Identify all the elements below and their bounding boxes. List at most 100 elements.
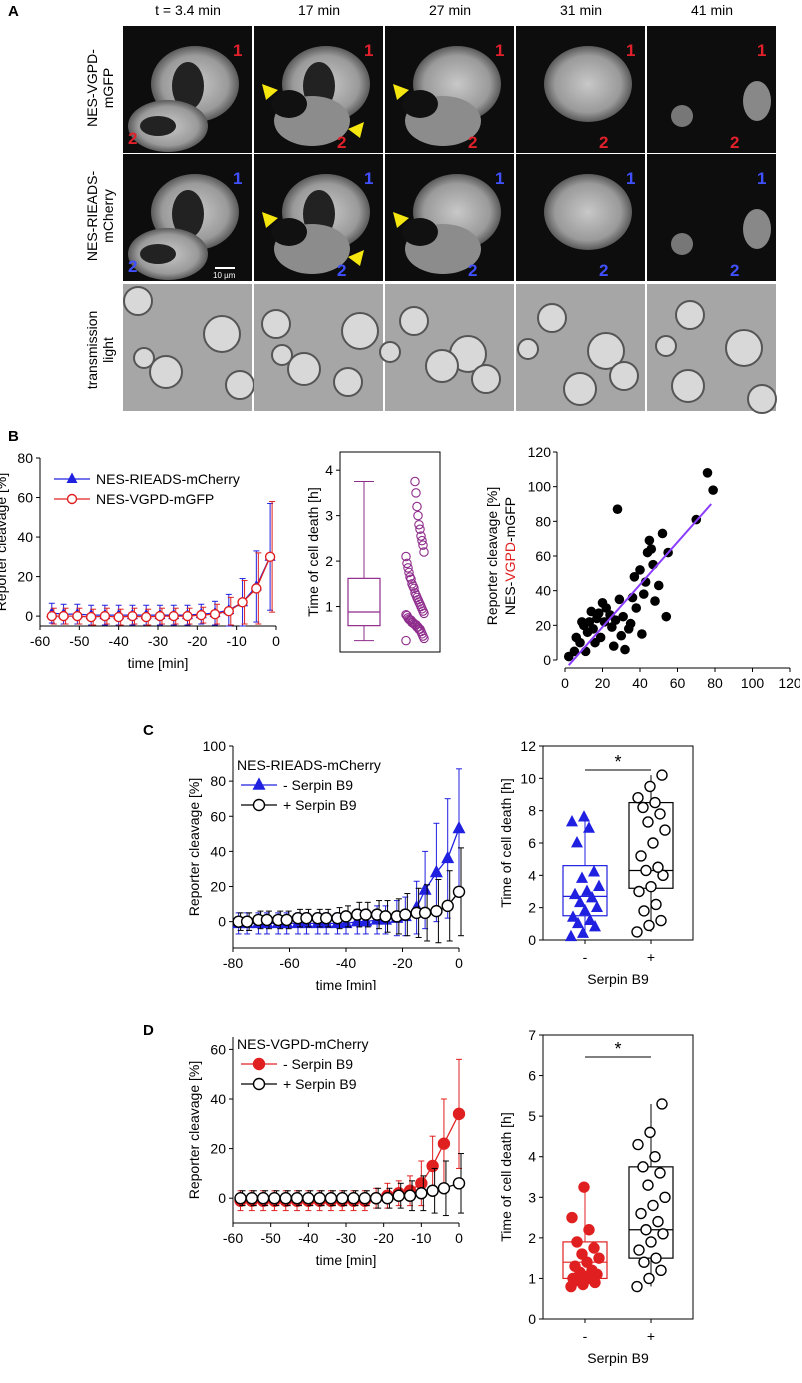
data-point [414, 519, 424, 530]
y-tick-label: 8 [528, 803, 536, 819]
data-point [638, 1256, 650, 1268]
data-point [649, 1151, 661, 1163]
data-point [650, 1252, 662, 1264]
data-point [614, 594, 625, 605]
data-point [656, 1098, 668, 1110]
y-tick-label: 1 [325, 599, 333, 615]
data-point [657, 869, 669, 882]
cell-blob [517, 338, 539, 360]
x-tick-label: 120 [778, 675, 800, 691]
y-tick-label: 3 [325, 508, 333, 524]
x-tick-label: 20 [595, 675, 611, 691]
time-label-1: t = 3.4 min [155, 2, 221, 18]
micrograph-tile: 12 [254, 26, 383, 153]
data-point [637, 629, 647, 639]
y-tick-label: 40 [535, 583, 551, 599]
cell-blob [203, 315, 241, 353]
data-point [599, 617, 610, 627]
data-point [245, 1191, 259, 1205]
box-group-1 [628, 1098, 674, 1293]
data-point [593, 879, 605, 891]
y-tick-label: 0 [528, 932, 536, 948]
x-tick-label: + [647, 949, 655, 965]
data-point [415, 1187, 428, 1200]
plot-frame [542, 745, 694, 941]
cell-number-two: 2 [599, 133, 608, 152]
cell-number-two: 2 [599, 261, 608, 280]
x-tick-label: -30 [148, 633, 168, 649]
y-tick-label: 120 [528, 444, 552, 460]
data-point [392, 1189, 405, 1202]
cell-blob [609, 361, 639, 391]
data-point [399, 908, 412, 921]
y-tick-label: 60 [535, 548, 551, 564]
data-point [565, 929, 577, 942]
x-tick-label: -80 [223, 955, 243, 971]
y-tick-label: 80 [210, 773, 226, 789]
y-tick-label: 0 [25, 608, 33, 624]
data-point [452, 820, 466, 834]
data-point [644, 535, 655, 546]
x-tick-label: 0 [561, 675, 569, 691]
data-point [581, 884, 593, 896]
data-point [588, 624, 598, 634]
micrograph-tile: 12 [254, 154, 383, 281]
data-point [416, 531, 426, 541]
data-point [452, 1107, 466, 1121]
data-point [426, 1159, 439, 1173]
micrograph-tile: 1 2 10 µm [123, 154, 252, 281]
data-point [413, 510, 423, 521]
series-line [240, 1113, 460, 1202]
data-point [419, 547, 429, 557]
legend-title: NES-RIEADS-mCherry [237, 757, 381, 773]
data-point [452, 1177, 466, 1190]
data-point [359, 908, 372, 921]
data-point [401, 609, 411, 620]
y-tick-label: 5 [528, 1108, 536, 1124]
significance-star: * [614, 1039, 621, 1059]
data-point [99, 610, 111, 622]
x-tick-label: 40 [632, 675, 648, 691]
arrowhead-icon [348, 250, 364, 266]
data-point [586, 890, 598, 903]
data-point [430, 904, 443, 918]
data-point [336, 1191, 349, 1205]
data-point [140, 611, 152, 623]
y-tick-label: 60 [210, 1041, 226, 1057]
panel-letter-b: B [8, 428, 19, 445]
box [347, 577, 381, 627]
data-point [644, 1126, 656, 1139]
cell-two-apoptotic [671, 105, 693, 127]
x-axis-title: time [min] [316, 977, 377, 990]
y-tick-label: 40 [210, 1091, 226, 1107]
panel-letter-d: D [143, 1022, 154, 1039]
cell-blob [341, 312, 379, 350]
time-label-4: 31 min [559, 2, 603, 18]
data-point [583, 1224, 595, 1236]
y-tick-label: 40 [210, 843, 226, 859]
data-point [402, 558, 412, 569]
box-group-1 [628, 769, 674, 938]
data-point [659, 1191, 671, 1203]
box-group-0 [562, 1181, 608, 1293]
data-point [237, 597, 248, 608]
data-point [168, 610, 179, 622]
data-point [320, 911, 333, 925]
data-point [404, 567, 414, 578]
legend-marker [252, 1077, 266, 1091]
cell-two-apoptotic [671, 233, 693, 255]
cell-one [544, 46, 632, 122]
y-tick-label: 2 [325, 553, 333, 569]
data-point [268, 1191, 281, 1205]
micrograph-tile [647, 284, 777, 414]
data-point [625, 618, 636, 629]
data-point [643, 919, 655, 932]
data-point [46, 610, 57, 622]
data-point [650, 898, 662, 911]
data-point [647, 837, 659, 849]
data-point [72, 610, 83, 622]
cell-number-one: 1 [757, 41, 766, 60]
data-point [280, 913, 293, 927]
x-tick-label: + [647, 1328, 655, 1344]
